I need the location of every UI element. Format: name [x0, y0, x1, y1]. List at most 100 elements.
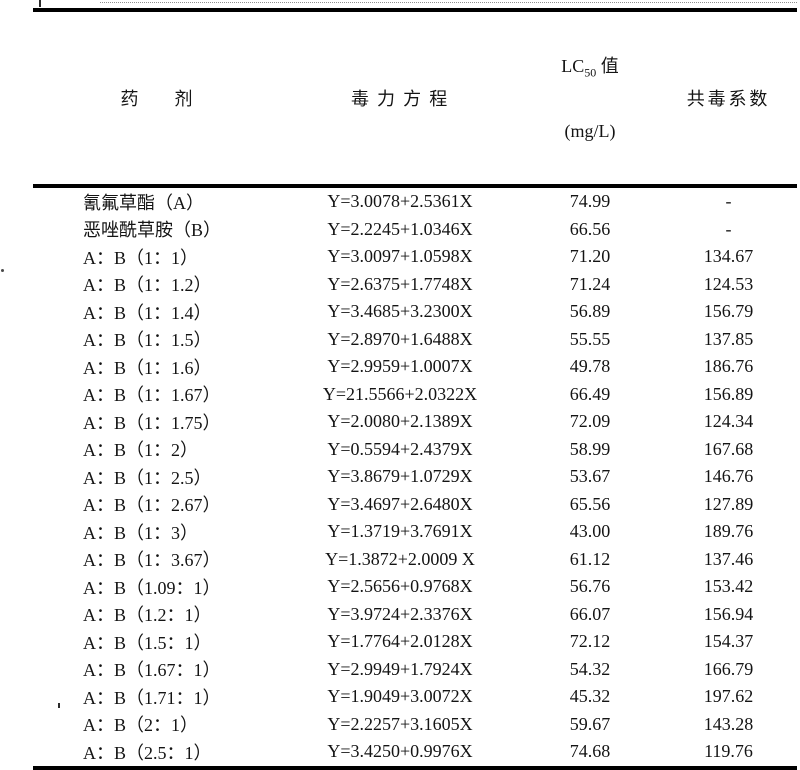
lc50-cell: 45.32: [569, 686, 611, 707]
lc50-cell: 43.00: [569, 521, 611, 542]
equation-cell: Y=3.9724+2.3376X: [327, 603, 473, 624]
ctc-cell: 186.76: [703, 356, 754, 377]
ctc-cell: 167.68: [703, 438, 754, 459]
agent-cell: A：B（1：1.4）: [83, 302, 212, 323]
lc50-cell: 66.56: [569, 218, 611, 239]
lc50-cell: 56.89: [569, 301, 611, 322]
lc50-cell: 71.20: [569, 246, 611, 267]
ctc-cell: 156.89: [703, 383, 754, 404]
equation-cell: Y=2.0080+2.1389X: [327, 411, 473, 432]
agent-cell: A：B（1：2.67）: [83, 495, 221, 516]
scan-artifact-tick-bottom: [58, 703, 60, 708]
lc50-cell: 65.56: [569, 493, 611, 514]
table-row: A：B（1.2：1） Y=3.9724+2.3376X 66.07 156.94: [33, 601, 797, 629]
scan-artifact-tick-top: [39, 0, 41, 7]
equation-cell: Y=2.9959+1.0007X: [327, 356, 473, 377]
ctc-cell: 127.89: [703, 493, 754, 514]
table-row: A：B（1：2） Y=0.5594+2.4379X 58.99 167.68: [33, 436, 797, 464]
ctc-cell: -: [725, 218, 732, 239]
equation-cell: Y=2.8970+1.6488X: [327, 328, 473, 349]
ctc-cell: 146.76: [703, 466, 754, 487]
lc50-cell: 58.99: [569, 438, 611, 459]
agent-cell: A：B（1：3.67）: [83, 550, 221, 571]
equation-cell: Y=3.8679+1.0729X: [327, 466, 473, 487]
column-header-agent: 药 剂: [33, 10, 280, 188]
equation-cell: Y=3.0097+1.0598X: [327, 246, 473, 267]
agent-cell: A：B（1.09：1）: [83, 577, 221, 598]
ctc-cell: -: [725, 191, 732, 212]
equation-cell: Y=2.9949+1.7924X: [327, 658, 473, 679]
lc50-cell: 74.68: [569, 741, 611, 762]
table-row: A：B（1：1.67） Y=21.5566+2.0322X 66.49 156.…: [33, 381, 797, 409]
ctc-cell: 137.85: [703, 328, 754, 349]
table-row: A：B（1：1.6） Y=2.9959+1.0007X 49.78 186.76: [33, 353, 797, 381]
table-row: A：B（1：1.2） Y=2.6375+1.7748X 71.24 124.53: [33, 271, 797, 299]
equation-cell: Y=3.4685+3.2300X: [327, 301, 473, 322]
lc50-cell: 72.12: [569, 631, 611, 652]
table-row: A：B（1.67：1） Y=2.9949+1.7924X 54.32 166.7…: [33, 656, 797, 684]
agent-cell: A：B（1：1.6）: [83, 357, 212, 378]
ctc-cell: 166.79: [703, 658, 754, 679]
equation-cell: Y=2.2245+1.0346X: [327, 218, 473, 239]
table-row: A：B（1：1.4） Y=3.4685+3.2300X 56.89 156.79: [33, 298, 797, 326]
agent-cell: A：B（1：1.75）: [83, 412, 221, 433]
table-row: A：B（1.5：1） Y=1.7764+2.0128X 72.12 154.37: [33, 628, 797, 656]
lc50-header-line1: LC50 值: [520, 54, 660, 79]
lc50-cell: 55.55: [569, 328, 611, 349]
toxicity-coefficient-table: 药 剂 毒 力 方 程 LC50 值 (mg/L) 共毒系数 氰氟草酯（A） Y…: [33, 8, 797, 770]
lc50-cell: 53.67: [569, 466, 611, 487]
ctc-cell: 156.94: [703, 603, 754, 624]
agent-cell: A：B（1：2.5）: [83, 467, 212, 488]
lc50-cell: 74.99: [569, 191, 611, 212]
agent-cell: 氰氟草酯（A）: [83, 192, 204, 213]
ctc-cell: 189.76: [703, 521, 754, 542]
table-header-row: 药 剂 毒 力 方 程 LC50 值 (mg/L) 共毒系数: [33, 10, 797, 188]
column-header-cotoxicity-coefficient: 共毒系数: [660, 10, 797, 188]
agent-cell: A：B（1：1.5）: [83, 330, 212, 351]
lc50-cell: 71.24: [569, 273, 611, 294]
agent-cell: A：B（2：1）: [83, 715, 199, 736]
agent-cell: A：B（2.5：1）: [83, 742, 212, 763]
agent-cell: A：B（1：3）: [83, 522, 199, 543]
table-body: 氰氟草酯（A） Y=3.0078+2.5361X 74.99 - 恶唑酰草胺（B…: [33, 186, 797, 768]
equation-cell: Y=1.3872+2.0009 X: [325, 548, 475, 569]
lc50-cell: 66.49: [569, 383, 611, 404]
lc50-cell: 61.12: [569, 548, 611, 569]
ctc-cell: 119.76: [704, 741, 753, 762]
ctc-cell: 156.79: [703, 301, 754, 322]
ctc-cell: 153.42: [703, 576, 754, 597]
table-row: A：B（2.5：1） Y=3.4250+0.9976X 74.68 119.76: [33, 738, 797, 768]
lc50-header-unit: (mg/L): [564, 121, 616, 141]
lc50-cell: 59.67: [569, 713, 611, 734]
column-header-lc50: LC50 值 (mg/L): [520, 10, 660, 188]
table-row: A：B（2：1） Y=2.2257+3.1605X 59.67 143.28: [33, 711, 797, 739]
ctc-cell: 124.34: [703, 411, 754, 432]
lc50-suffix: 值: [596, 56, 619, 76]
agent-cell: A：B（1.2：1）: [83, 605, 212, 626]
lc50-cell: 56.76: [569, 576, 611, 597]
agent-cell: 恶唑酰草胺（B）: [83, 220, 222, 241]
table-row: A：B（1.71：1） Y=1.9049+3.0072X 45.32 197.6…: [33, 683, 797, 711]
table-row: A：B（1：2.5） Y=3.8679+1.0729X 53.67 146.76: [33, 463, 797, 491]
scan-artifact-thin-line: [100, 2, 797, 3]
equation-cell: Y=0.5594+2.4379X: [327, 438, 473, 459]
table-row: A：B（1：2.67） Y=3.4697+2.6480X 65.56 127.8…: [33, 491, 797, 519]
table-row: A：B（1：1.75） Y=2.0080+2.1389X 72.09 124.3…: [33, 408, 797, 436]
column-header-toxicity-equation: 毒 力 方 程: [280, 10, 520, 188]
table-row: 恶唑酰草胺（B） Y=2.2245+1.0346X 66.56 -: [33, 216, 797, 244]
lc50-prefix: LC: [561, 56, 585, 76]
equation-cell: Y=3.0078+2.5361X: [327, 191, 473, 212]
equation-cell: Y=2.5656+0.9768X: [327, 576, 473, 597]
agent-cell: A：B（1：1）: [83, 247, 199, 268]
lc50-cell: 49.78: [569, 356, 611, 377]
table-row: 氰氟草酯（A） Y=3.0078+2.5361X 74.99 -: [33, 186, 797, 216]
table-row: A：B（1：1） Y=3.0097+1.0598X 71.20 134.67: [33, 243, 797, 271]
table-row: A：B（1：3.67） Y=1.3872+2.0009 X 61.12 137.…: [33, 546, 797, 574]
ctc-cell: 137.46: [703, 548, 754, 569]
table-row: A：B（1：1.5） Y=2.8970+1.6488X 55.55 137.85: [33, 326, 797, 354]
lc50-cell: 54.32: [569, 658, 611, 679]
equation-cell: Y=3.4250+0.9976X: [327, 741, 473, 762]
agent-cell: A：B（1.71：1）: [83, 687, 221, 708]
equation-cell: Y=1.9049+3.0072X: [327, 686, 473, 707]
agent-cell: A：B（1：1.2）: [83, 275, 212, 296]
